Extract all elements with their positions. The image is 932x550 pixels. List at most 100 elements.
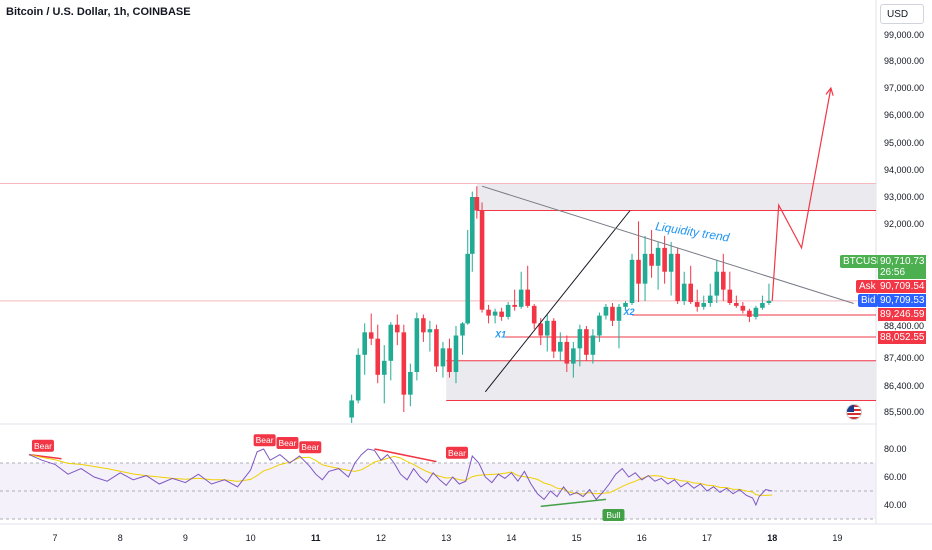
price-tick-label: 86,400.00 (884, 381, 924, 391)
candle-body (584, 329, 589, 355)
price-tick-label: 93,000.00 (884, 192, 924, 202)
price-tick-label: 87,400.00 (884, 353, 924, 363)
candle-body (636, 259, 641, 284)
candle-body (469, 197, 475, 254)
candle-body (753, 307, 759, 317)
candle-body (395, 324, 400, 333)
rsi-ma-line (28, 454, 773, 496)
svg-text:Bull: Bull (606, 510, 620, 520)
candle-body (544, 320, 550, 336)
currency-button[interactable]: USD (880, 4, 924, 24)
candle-body (760, 303, 765, 308)
candle-body (414, 318, 420, 372)
price-tick-label: 99,000.00 (884, 30, 924, 40)
time-tick-label: 13 (441, 533, 451, 543)
time-tick-label: 8 (118, 533, 123, 543)
countdown-tag: 26:56 (878, 266, 926, 279)
last-price-tag: 90,710.73 (878, 255, 926, 268)
candle-body (381, 360, 387, 375)
candle-body (492, 311, 498, 316)
candle-body (440, 348, 446, 367)
candle-body (421, 318, 426, 333)
candle-body (629, 259, 635, 304)
candle-body (349, 400, 354, 418)
candle-body (465, 253, 471, 324)
candle-body (688, 283, 693, 303)
price-tick-label: 96,000.00 (884, 110, 924, 120)
svg-text:Bear: Bear (34, 441, 52, 451)
candle-body (642, 253, 648, 284)
candle-body (401, 332, 407, 395)
zone-2 (446, 360, 876, 401)
candle-body (368, 332, 374, 339)
candle-body (505, 304, 511, 317)
flag-icon[interactable] (846, 404, 862, 420)
candle-body (694, 302, 700, 307)
candle-body (707, 295, 713, 304)
candle-body (727, 289, 733, 304)
zone-1 (476, 183, 876, 211)
candle-body (571, 348, 576, 364)
rsi-tick-label: 60.00 (884, 472, 907, 482)
time-tick-label: 17 (702, 533, 712, 543)
time-tick-label: 18 (767, 533, 777, 543)
candle-body (434, 329, 439, 367)
svg-text:Bear: Bear (301, 442, 319, 452)
candle-body (538, 323, 544, 336)
candle-body (388, 324, 394, 361)
candle-body (721, 271, 726, 290)
candle-body (701, 303, 707, 307)
candle-body (525, 289, 530, 306)
time-tick-label: 11 (311, 533, 321, 543)
candle-body (512, 304, 517, 307)
rsi-tick-label: 80.00 (884, 444, 907, 454)
candle-body (747, 310, 752, 317)
bid-label: Bid (858, 294, 879, 307)
price-tick-label: 92,000.00 (884, 219, 924, 229)
candle-body (460, 323, 465, 336)
price-tick-label: 94,000.00 (884, 165, 924, 175)
level-tag-1: 89,246.59 (878, 308, 926, 321)
projection-arrow (825, 86, 834, 96)
svg-text:Bear: Bear (256, 435, 274, 445)
candle-body (766, 300, 772, 304)
svg-text:Bear: Bear (448, 448, 466, 458)
price-tick-label: 95,000.00 (884, 138, 924, 148)
price-tick-label: 97,000.00 (884, 83, 924, 93)
candle-body (531, 305, 537, 324)
time-tick-label: 14 (506, 533, 516, 543)
annotation-label-x2: X2 (623, 307, 635, 317)
candle-body (518, 289, 524, 307)
candle-body (616, 306, 622, 321)
symbol-tag: BTCUSD (840, 255, 888, 268)
time-tick-label: 9 (183, 533, 188, 543)
trend-line-2 (481, 185, 854, 304)
candle-body (453, 335, 459, 372)
rsi-line (28, 448, 773, 507)
price-tick-label: 85,500.00 (884, 407, 924, 417)
signal-label-bear-3: Bear (276, 437, 299, 449)
signal-label-bear-1: Bear (31, 439, 54, 452)
level-tag-2: 88,052.55 (878, 331, 926, 344)
candle-body (375, 338, 381, 375)
candle-body (655, 247, 661, 266)
candle-body (610, 306, 615, 321)
svg-text:Bear: Bear (278, 438, 296, 448)
annotation-label-x1: X1 (494, 329, 506, 339)
candle-body (551, 320, 557, 352)
candle-body (479, 210, 485, 310)
candle-body (603, 306, 609, 316)
candle-body (355, 354, 361, 401)
price-tick-label: 98,000.00 (884, 56, 924, 66)
signal-label-bear-5: Bear (445, 446, 468, 459)
signal-label-bull-6: Bull (602, 509, 625, 521)
candle-body (474, 197, 480, 211)
candle-body (447, 348, 452, 372)
time-tick-label: 19 (832, 533, 842, 543)
candle-body (499, 311, 504, 317)
bid-price-tag: 90,709.53 (878, 294, 926, 307)
ask-label: Ask (856, 280, 879, 293)
candle-body (408, 372, 413, 395)
candle-body (427, 329, 433, 333)
candle-body (590, 335, 596, 355)
